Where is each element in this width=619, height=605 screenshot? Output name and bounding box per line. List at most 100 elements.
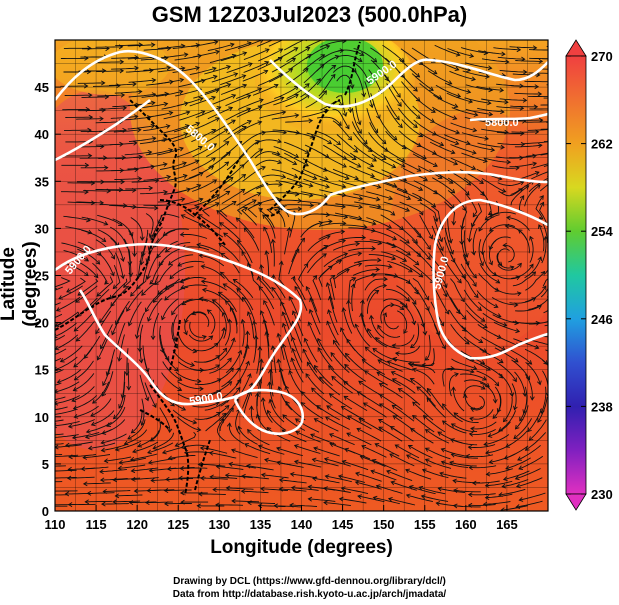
contour-5900-south [233, 388, 304, 435]
streamline-arrow [503, 120, 508, 126]
streamline [77, 82, 105, 84]
streamline [243, 331, 249, 359]
streamline [71, 386, 95, 402]
streamline [216, 504, 244, 506]
streamline [257, 57, 283, 71]
streamline [336, 55, 363, 62]
streamline [467, 143, 495, 151]
streamline [55, 469, 77, 472]
streamline [220, 52, 247, 62]
streamline [412, 105, 435, 123]
streamline [531, 171, 548, 180]
streamline [336, 263, 362, 276]
streamline [416, 386, 436, 407]
streamline-arrow [402, 257, 408, 262]
streamline [96, 70, 124, 72]
streamline [55, 369, 64, 374]
streamline [60, 345, 83, 363]
streamline-arrow [463, 252, 469, 258]
streamline [419, 214, 433, 239]
streamline [517, 445, 541, 461]
streamline-arrow [453, 488, 458, 493]
streamline [140, 57, 168, 61]
streamline [424, 334, 431, 361]
streamline-arrow [235, 217, 241, 222]
streamline-arrow [212, 143, 218, 148]
streamline [413, 180, 438, 195]
streamline-arrow [372, 495, 378, 501]
streamline-arrow [392, 235, 397, 241]
streamline [325, 416, 350, 430]
streamline [224, 42, 252, 52]
streamline-arrow [398, 123, 403, 129]
streamline [180, 467, 208, 470]
streamline [243, 61, 269, 73]
streamline [406, 454, 432, 467]
streamline-arrow [226, 65, 232, 70]
streamline-arrow [96, 355, 102, 361]
streamline-arrow [257, 87, 263, 92]
streamline [273, 47, 298, 62]
streamline-arrow [538, 143, 543, 148]
streamline [399, 201, 424, 216]
streamline-arrow [488, 111, 494, 117]
streamline-arrow [392, 415, 398, 420]
y-tick-label: 40 [35, 127, 49, 142]
streamline [228, 423, 245, 445]
streamline-arrow [197, 145, 203, 151]
streamline [408, 362, 435, 367]
streamline [461, 152, 488, 162]
streamline-arrow [255, 413, 261, 419]
streamline-arrow [443, 283, 448, 289]
streamline [527, 129, 548, 131]
streamline-arrow [215, 464, 221, 470]
streamline [235, 361, 250, 386]
streamline-arrow [196, 503, 201, 509]
streamline [468, 493, 496, 496]
streamline [451, 358, 477, 370]
streamline-arrow [34, 387, 38, 391]
streamline [462, 254, 477, 279]
streamline [509, 46, 537, 49]
streamline-arrow [95, 260, 101, 265]
streamline [279, 479, 307, 484]
streamline [233, 279, 254, 299]
streamline-arrow [127, 435, 133, 440]
streamline [349, 152, 374, 167]
streamline-arrow [324, 108, 330, 114]
streamline-arrow [327, 139, 333, 145]
streamline [499, 69, 527, 73]
streamline [513, 338, 539, 349]
streamline-arrow [99, 344, 105, 350]
streamline-arrow [278, 367, 284, 373]
streamline-arrow [457, 278, 462, 284]
streamline [131, 179, 159, 183]
streamline-arrow [258, 358, 264, 364]
x-tick-label: 110 [45, 517, 66, 532]
streamline [433, 324, 446, 349]
streamline-arrow [416, 167, 422, 172]
streamline-arrow [512, 377, 517, 383]
streamline [344, 448, 371, 460]
streamline-arrow [120, 92, 126, 98]
streamline [308, 498, 336, 502]
streamline [243, 48, 270, 61]
streamline-arrow [498, 358, 504, 364]
streamline [199, 254, 225, 267]
streamline-arrow [148, 468, 154, 473]
streamline-arrow [116, 83, 121, 89]
streamline [368, 254, 396, 260]
streamline [165, 242, 191, 253]
streamline [229, 463, 256, 469]
streamline-arrow [391, 404, 397, 410]
streamline [491, 297, 518, 306]
streamline-arrow [456, 309, 461, 315]
streamline-arrow [478, 226, 483, 232]
streamline [472, 480, 500, 484]
streamline-arrow [257, 345, 263, 351]
streamline [224, 319, 231, 346]
streamline [392, 404, 415, 422]
streamline [412, 278, 429, 301]
streamline-arrow [517, 456, 522, 461]
streamline [374, 443, 400, 457]
